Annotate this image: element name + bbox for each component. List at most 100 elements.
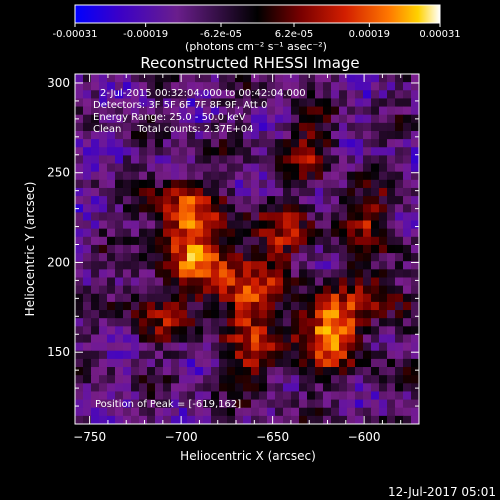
heatmap-cell: [387, 244, 396, 254]
heatmap-cell: [139, 318, 148, 327]
x-tick-label: −700: [165, 430, 198, 444]
heatmap-cell: [371, 383, 380, 393]
heatmap-cell: [115, 82, 124, 91]
heatmap-cell: [99, 139, 108, 148]
heatmap-cell: [267, 114, 276, 124]
heatmap-cell: [203, 90, 212, 100]
heatmap-cell: [339, 220, 348, 230]
heatmap-cell: [275, 122, 284, 132]
heatmap-cell: [395, 106, 404, 116]
heatmap-cell: [371, 310, 380, 319]
heatmap-cell: [171, 407, 180, 417]
heatmap-cell: [227, 244, 236, 254]
heatmap-cell: [123, 98, 132, 108]
heatmap-cell: [403, 74, 412, 83]
heatmap-cell: [387, 196, 396, 205]
heatmap-cell: [291, 350, 300, 360]
heatmap-cell: [379, 204, 388, 213]
heatmap-cell: [355, 358, 364, 368]
heatmap-cell: [291, 277, 300, 287]
heatmap-cell: [283, 391, 292, 401]
heatmap-cell: [275, 236, 284, 246]
heatmap-cell: [139, 122, 148, 132]
heatmap-cell: [99, 244, 108, 254]
chart-title: Reconstructed RHESSI Image: [140, 54, 359, 72]
heatmap-cell: [363, 342, 372, 352]
heatmap-cell: [323, 399, 332, 409]
heatmap-cell: [291, 358, 300, 368]
heatmap-cell: [403, 318, 412, 327]
heatmap-cell: [275, 155, 284, 165]
heatmap-cell: [115, 342, 124, 352]
heatmap-cell: [203, 98, 212, 108]
heatmap-cell: [275, 334, 284, 344]
heatmap-cell: [283, 326, 292, 336]
heatmap-cell: [403, 350, 412, 360]
heatmap-cell: [259, 139, 268, 148]
heatmap-cell: [371, 301, 380, 311]
heatmap-cell: [275, 139, 284, 148]
colorbar: -0.00031 -0.00019 -6.2e-05 6.2e-05 0.00019 0.…: [53, 4, 461, 53]
heatmap-cell: [243, 212, 252, 222]
heatmap-cell: [283, 342, 292, 352]
heatmap-cell: [99, 114, 108, 124]
heatmap-cell: [355, 236, 364, 246]
heatmap-cell: [163, 82, 172, 91]
heatmap-cell: [75, 82, 84, 91]
heatmap-cell: [267, 342, 276, 352]
heatmap-cell: [147, 220, 156, 230]
heatmap-cell: [379, 293, 388, 303]
heatmap-cell: [107, 391, 116, 401]
heatmap-cell: [347, 171, 356, 181]
heatmap-cell: [179, 106, 188, 116]
heatmap-cell: [363, 130, 372, 140]
heatmap-cell: [235, 212, 244, 222]
heatmap-cell: [267, 415, 276, 424]
heatmap-cell: [203, 171, 212, 181]
heatmap-cell: [307, 74, 316, 83]
heatmap-cell: [331, 236, 340, 246]
heatmap-cell: [259, 171, 268, 181]
heatmap-cell: [203, 391, 212, 401]
colorbar-tick-label: 0.00019: [349, 29, 390, 40]
heatmap-cell: [123, 407, 132, 417]
heatmap-cell: [227, 269, 236, 279]
heatmap-cell: [187, 383, 196, 393]
heatmap-cell: [371, 253, 380, 262]
heatmap-cell: [75, 350, 84, 360]
heatmap-cell: [251, 122, 260, 132]
heatmap-cell: [331, 310, 340, 319]
heatmap-cell: [315, 196, 324, 205]
heatmap-cell: [243, 391, 252, 401]
heatmap-cell: [275, 212, 284, 222]
heatmap-cell: [259, 383, 268, 393]
heatmap-cell: [123, 171, 132, 181]
heatmap-cell: [363, 114, 372, 124]
heatmap-cell: [259, 318, 268, 327]
heatmap-cell: [251, 98, 260, 108]
heatmap-cell: [251, 285, 260, 295]
heatmap-cell: [403, 391, 412, 401]
heatmap-cell: [339, 342, 348, 352]
heatmap-cell: [147, 130, 156, 140]
heatmap-cell: [179, 187, 188, 197]
heatmap-cell: [83, 399, 92, 409]
heatmap-cell: [291, 122, 300, 132]
heatmap-cell: [379, 399, 388, 409]
heatmap-cell: [347, 187, 356, 197]
heatmap-cell: [171, 147, 180, 156]
y-tick-label: 200: [47, 255, 70, 269]
heatmap-cell: [163, 114, 172, 124]
heatmap-cell: [195, 269, 204, 279]
heatmap-cell: [355, 82, 364, 91]
heatmap-cell: [267, 375, 276, 384]
heatmap-cell: [99, 350, 108, 360]
heatmap-cell: [107, 367, 116, 376]
heatmap-cell: [131, 74, 140, 83]
heatmap-cell: [219, 74, 228, 83]
heatmap-cell: [251, 171, 260, 181]
heatmap-cell: [91, 326, 100, 336]
heatmap-cell: [251, 82, 260, 91]
